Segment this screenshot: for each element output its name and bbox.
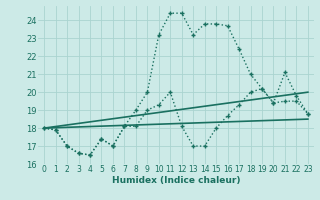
X-axis label: Humidex (Indice chaleur): Humidex (Indice chaleur)	[112, 176, 240, 185]
